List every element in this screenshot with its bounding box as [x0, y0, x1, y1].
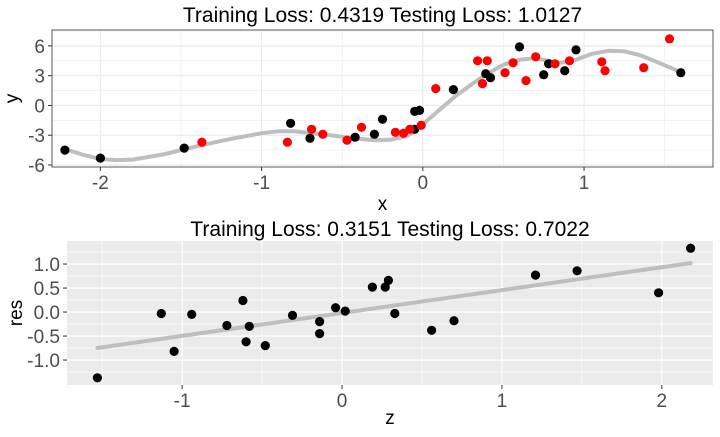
data-point: [305, 133, 315, 143]
data-point-red: [356, 122, 367, 132]
y-tick-label: 6: [34, 37, 45, 58]
data-point-red: [482, 56, 492, 66]
x-tick-label: 1: [497, 391, 508, 412]
y-tick-label: 0.0: [34, 303, 60, 324]
data-point: [449, 316, 459, 326]
data-point: [331, 303, 341, 313]
data-point: [286, 118, 296, 128]
x-tick-label: 2: [657, 391, 668, 412]
data-point-red: [342, 135, 352, 145]
data-point: [92, 373, 102, 383]
data-point: [485, 73, 496, 83]
data-point: [560, 66, 570, 76]
data-point: [315, 329, 325, 339]
data-point: [222, 320, 232, 331]
data-point: [390, 308, 400, 319]
data-point: [95, 153, 105, 163]
data-point: [238, 295, 248, 306]
x-axis-label: z: [385, 408, 395, 429]
x-axis-label: x: [378, 194, 388, 215]
y-tick-label: 3: [34, 67, 45, 88]
data-point-red: [416, 120, 426, 130]
data-point: [350, 132, 360, 142]
data-point-red: [550, 59, 560, 69]
y-tick-label: 0.5: [34, 279, 60, 300]
data-point: [572, 266, 582, 276]
data-point: [654, 288, 664, 298]
data-point: [367, 282, 377, 292]
chart-title: Training Loss: 0.4319 Testing Loss: 1.01…: [183, 4, 582, 27]
data-point-red: [597, 57, 607, 67]
data-point: [169, 346, 179, 356]
data-point: [241, 337, 251, 347]
y-tick-label: -3: [28, 126, 45, 147]
data-point: [415, 105, 425, 115]
data-point: [676, 68, 686, 78]
data-point-red: [405, 124, 415, 134]
chart-top: -2 -1 0 1 -6 -3 0 3 6 Training Loss: 0.4319 Testi…: [2, 4, 714, 215]
data-point-red: [521, 76, 531, 86]
data-point-red: [307, 124, 317, 134]
plot-panel: [67, 241, 713, 385]
data-point-red: [477, 79, 488, 89]
x-tick-label: 0: [418, 173, 429, 194]
data-point: [539, 70, 549, 80]
data-point-red: [282, 137, 292, 147]
data-point: [340, 306, 350, 316]
x-tick-label: -2: [92, 173, 109, 194]
x-tick-label: -1: [253, 173, 270, 194]
data-point-red: [531, 52, 541, 62]
panel-border: [51, 29, 714, 168]
y-axis-label: y: [2, 93, 23, 103]
x-tick-label: -1: [174, 391, 191, 412]
data-point-red: [664, 34, 675, 44]
data-point: [156, 308, 166, 319]
y-tick-label: -6: [28, 156, 45, 177]
data-point: [530, 270, 541, 280]
data-point: [260, 341, 270, 351]
y-tick-label: 1.0: [34, 255, 60, 276]
data-point-red: [500, 68, 510, 78]
data-point-red: [431, 84, 441, 94]
data-point: [514, 42, 525, 52]
data-point: [244, 321, 254, 331]
y-axis-label: res: [6, 300, 27, 326]
data-point: [187, 309, 197, 319]
data-point: [448, 85, 458, 95]
data-point: [571, 45, 581, 55]
data-point: [315, 317, 325, 327]
x-tick-label: 0: [337, 391, 348, 412]
fit-line: [95, 261, 693, 350]
chart-title: Training Loss: 0.3151 Testing Loss: 0.70…: [190, 218, 589, 241]
data-point-red: [639, 63, 649, 73]
data-point: [179, 143, 189, 153]
x-tick-label: 1: [579, 173, 590, 194]
y-tick-label: 0: [34, 96, 45, 117]
data-point: [377, 114, 388, 124]
data-point-red: [564, 56, 575, 66]
data-point: [287, 310, 298, 320]
y-tick-label: -0.5: [27, 327, 60, 348]
data-point: [686, 243, 696, 253]
data-point: [369, 129, 379, 139]
y-tick-label: -1.0: [27, 351, 60, 372]
data-point-red: [197, 137, 207, 147]
data-point-red: [508, 58, 518, 68]
data-point-red: [390, 127, 400, 137]
data-point: [383, 275, 393, 285]
data-point-red: [318, 129, 328, 139]
data-point-red: [600, 66, 610, 76]
data-point: [60, 145, 70, 155]
data-point: [544, 59, 554, 69]
data-point: [427, 325, 437, 335]
chart-bottom: -1 0 1 2 -1.0 -0.5 0.0 0.5 1.0 Training Loss: 0.3…: [6, 218, 713, 429]
data-point-red: [473, 56, 483, 66]
